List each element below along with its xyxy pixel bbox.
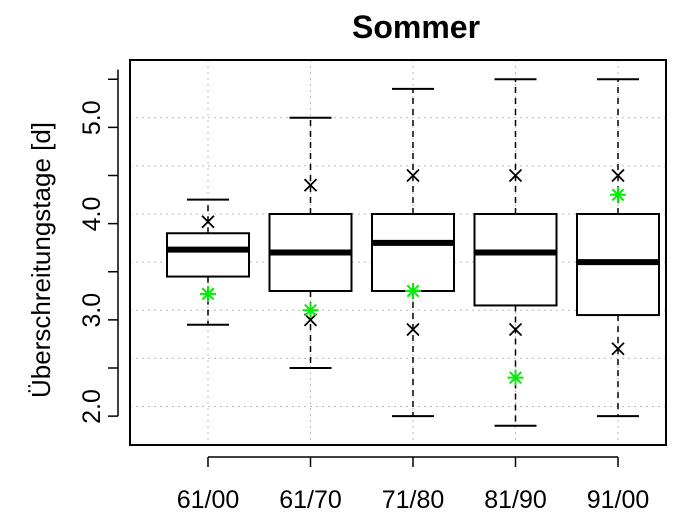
green-star-marker: [610, 186, 626, 203]
plot-frame: [129, 59, 667, 446]
y-tick-label: 4.0: [78, 197, 106, 232]
green-star-marker: [405, 283, 421, 299]
y-tick-label: 5.0: [78, 100, 106, 135]
cross-marker: [303, 313, 318, 327]
box-iqr: [371, 213, 455, 292]
cross-marker: [508, 322, 523, 337]
cross-marker: [406, 322, 420, 337]
box-group: [473, 78, 558, 427]
x-tick-label: 81/90: [484, 486, 547, 514]
box-group: [371, 87, 455, 418]
boxes-layer: [166, 78, 660, 427]
green-star-marker: [302, 302, 319, 319]
y-tick-label: 2.0: [78, 389, 106, 424]
x-tick-label: 91/00: [587, 486, 650, 514]
cross-marker: [611, 168, 625, 183]
box-group: [576, 78, 660, 418]
x-tick-label: 61/70: [279, 486, 342, 514]
x-axis: 61/00 61/70 71/80 81/90 91/00: [177, 456, 650, 514]
cross-marker: [508, 168, 523, 183]
box-iqr: [166, 232, 250, 278]
x-tick-label: 71/80: [382, 486, 445, 514]
cross-marker: [201, 215, 215, 229]
y-tick-label: 3.0: [78, 293, 106, 328]
box-group: [268, 116, 353, 369]
chart-title: Sommer: [352, 9, 480, 45]
x-tick-label: 61/00: [177, 486, 240, 514]
cross-marker: [611, 342, 625, 356]
y-axis-label: Überschreitungstage [d]: [26, 122, 56, 398]
cross-marker: [303, 178, 318, 192]
box-group: [166, 198, 250, 326]
cross-marker: [406, 168, 420, 183]
y-axis: 2.0 3.0 4.0 5.0: [78, 69, 119, 424]
green-star-marker: [200, 285, 216, 302]
box-iqr: [473, 213, 558, 307]
green-star-marker: [507, 369, 524, 386]
